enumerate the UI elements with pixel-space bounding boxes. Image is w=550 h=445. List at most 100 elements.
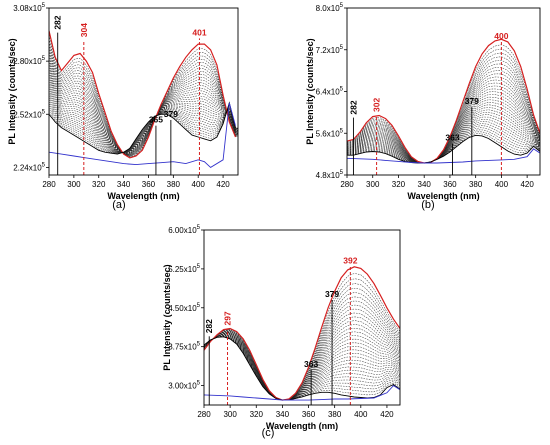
- peak-label-401: 401: [192, 27, 206, 37]
- x-tick-label: 340: [418, 180, 432, 189]
- intermediate-spectrum: [49, 72, 238, 154]
- x-tick-label: 320: [392, 180, 406, 189]
- x-tick-label: 300: [67, 180, 81, 189]
- series-last: [49, 101, 236, 155]
- intermediate-spectrum: [204, 333, 400, 401]
- peak-label-304: 304: [79, 23, 89, 37]
- intermediate-spectrum: [347, 114, 540, 164]
- intermediate-spectrum: [347, 79, 540, 164]
- peak-label-297: 297: [223, 311, 233, 325]
- intermediate-spectrum: [204, 304, 400, 401]
- y-tick-label: 5.6x105: [316, 128, 344, 138]
- y-axis-title: PL Intensity (counts/sec): [305, 38, 315, 144]
- x-tick-label: 380: [328, 410, 342, 419]
- intermediate-spectrum: [49, 97, 238, 153]
- intermediate-spectrum: [204, 333, 400, 401]
- intermediate-spectrum: [49, 99, 238, 153]
- peak-label-282: 282: [53, 15, 63, 29]
- intermediate-spectrum: [347, 48, 540, 164]
- intermediate-spectrum: [49, 65, 238, 155]
- x-tick-label: 400: [354, 410, 368, 419]
- intermediate-spectrum: [204, 273, 400, 401]
- peak-label-282: 282: [348, 100, 358, 114]
- panel-label: (c): [262, 427, 275, 439]
- intermediate-spectrum: [204, 336, 400, 401]
- intermediate-spectrum: [347, 91, 540, 164]
- y-tick-label: 3.75x105: [168, 342, 200, 352]
- intermediate-spectrum: [204, 336, 400, 401]
- intermediate-spectrum: [204, 292, 400, 401]
- y-tick-label: 2.24x105: [13, 162, 45, 172]
- y-tick-label: 8.0x105: [316, 3, 344, 13]
- intermediate-spectrum: [204, 335, 400, 401]
- intermediate-spectrum: [49, 107, 238, 154]
- panel-label: (a): [112, 199, 125, 211]
- intermediate-spectrum: [204, 335, 400, 401]
- intermediate-spectrum: [204, 336, 400, 401]
- x-tick-label: 360: [142, 180, 156, 189]
- x-tick-label: 280: [42, 180, 56, 189]
- x-tick-label: 360: [302, 410, 316, 419]
- intermediate-spectrum: [49, 81, 238, 154]
- intermediate-spectrum: [204, 335, 400, 401]
- x-tick-label: 360: [443, 180, 457, 189]
- x-tick-label: 340: [117, 180, 131, 189]
- intermediate-spectrum: [347, 94, 540, 164]
- series-first: [204, 266, 400, 401]
- intermediate-spectrum: [347, 127, 540, 164]
- x-tick-label: 420: [380, 410, 394, 419]
- intermediate-spectrum: [204, 336, 400, 401]
- intermediate-spectrum: [49, 62, 238, 155]
- peak-label-379: 379: [164, 109, 178, 119]
- x-axis-title: Wavelength (nm): [107, 191, 179, 201]
- intermediate-spectrum: [347, 101, 540, 164]
- x-tick-label: 320: [92, 180, 106, 189]
- intermediate-spectrum: [49, 83, 238, 154]
- intermediate-spectrum: [347, 118, 540, 164]
- intermediate-spectrum: [49, 76, 238, 154]
- intermediate-spectrum: [49, 101, 238, 153]
- peak-label-302: 302: [372, 98, 382, 112]
- intermediate-spectrum: [347, 73, 540, 164]
- x-tick-label: 280: [340, 180, 354, 189]
- peak-label-379: 379: [465, 96, 479, 106]
- intermediate-spectrum: [49, 103, 238, 154]
- intermediate-spectrum: [49, 38, 238, 157]
- intermediate-spectrum: [49, 79, 238, 154]
- intermediate-spectrum: [49, 47, 238, 156]
- x-tick-label: 340: [276, 410, 290, 419]
- intermediate-spectrum: [49, 107, 238, 154]
- intermediate-spectrum: [347, 125, 540, 164]
- plot-area: [347, 38, 540, 175]
- y-tick-label: 2.52x105: [13, 109, 45, 119]
- peak-label-282: 282: [204, 319, 214, 333]
- intermediate-spectrum: [49, 55, 238, 156]
- chart-panel-3: 282 297 363 379 392 280 300 320 340 360 380 400 420 3…: [162, 225, 401, 439]
- intermediate-spectrum: [49, 41, 238, 157]
- intermediate-spectrum: [204, 316, 400, 401]
- plot-frame: [203, 229, 401, 406]
- intermediate-spectrum: [49, 60, 238, 155]
- plot-area: [49, 30, 238, 175]
- intermediate-spectrum: [49, 90, 238, 154]
- chart-panel-2: 282 302 363 379 400 280 300 320 340 360 380 400 420 4…: [305, 3, 541, 211]
- peak-label-363: 363: [445, 133, 459, 143]
- intermediate-spectrum: [204, 335, 400, 401]
- intermediate-spectrum: [204, 333, 400, 401]
- peak-label-400: 400: [494, 31, 508, 41]
- intermediate-spectrum: [204, 334, 400, 401]
- series-last: [347, 134, 540, 164]
- y-tick-label: 2.80x105: [13, 56, 45, 66]
- x-tick-label: 320: [250, 410, 264, 419]
- peak-label-365: 365: [149, 115, 163, 125]
- intermediate-spectrum: [49, 88, 238, 154]
- series-first: [49, 30, 237, 159]
- series-baseline: [347, 148, 540, 164]
- intermediate-spectrum: [347, 67, 540, 164]
- intermediate-spectrum: [49, 49, 238, 156]
- intermediate-spectrum: [49, 105, 238, 154]
- peak-label-379: 379: [325, 289, 339, 299]
- x-tick-label: 300: [223, 410, 237, 419]
- y-tick-label: 7.2x105: [316, 45, 344, 55]
